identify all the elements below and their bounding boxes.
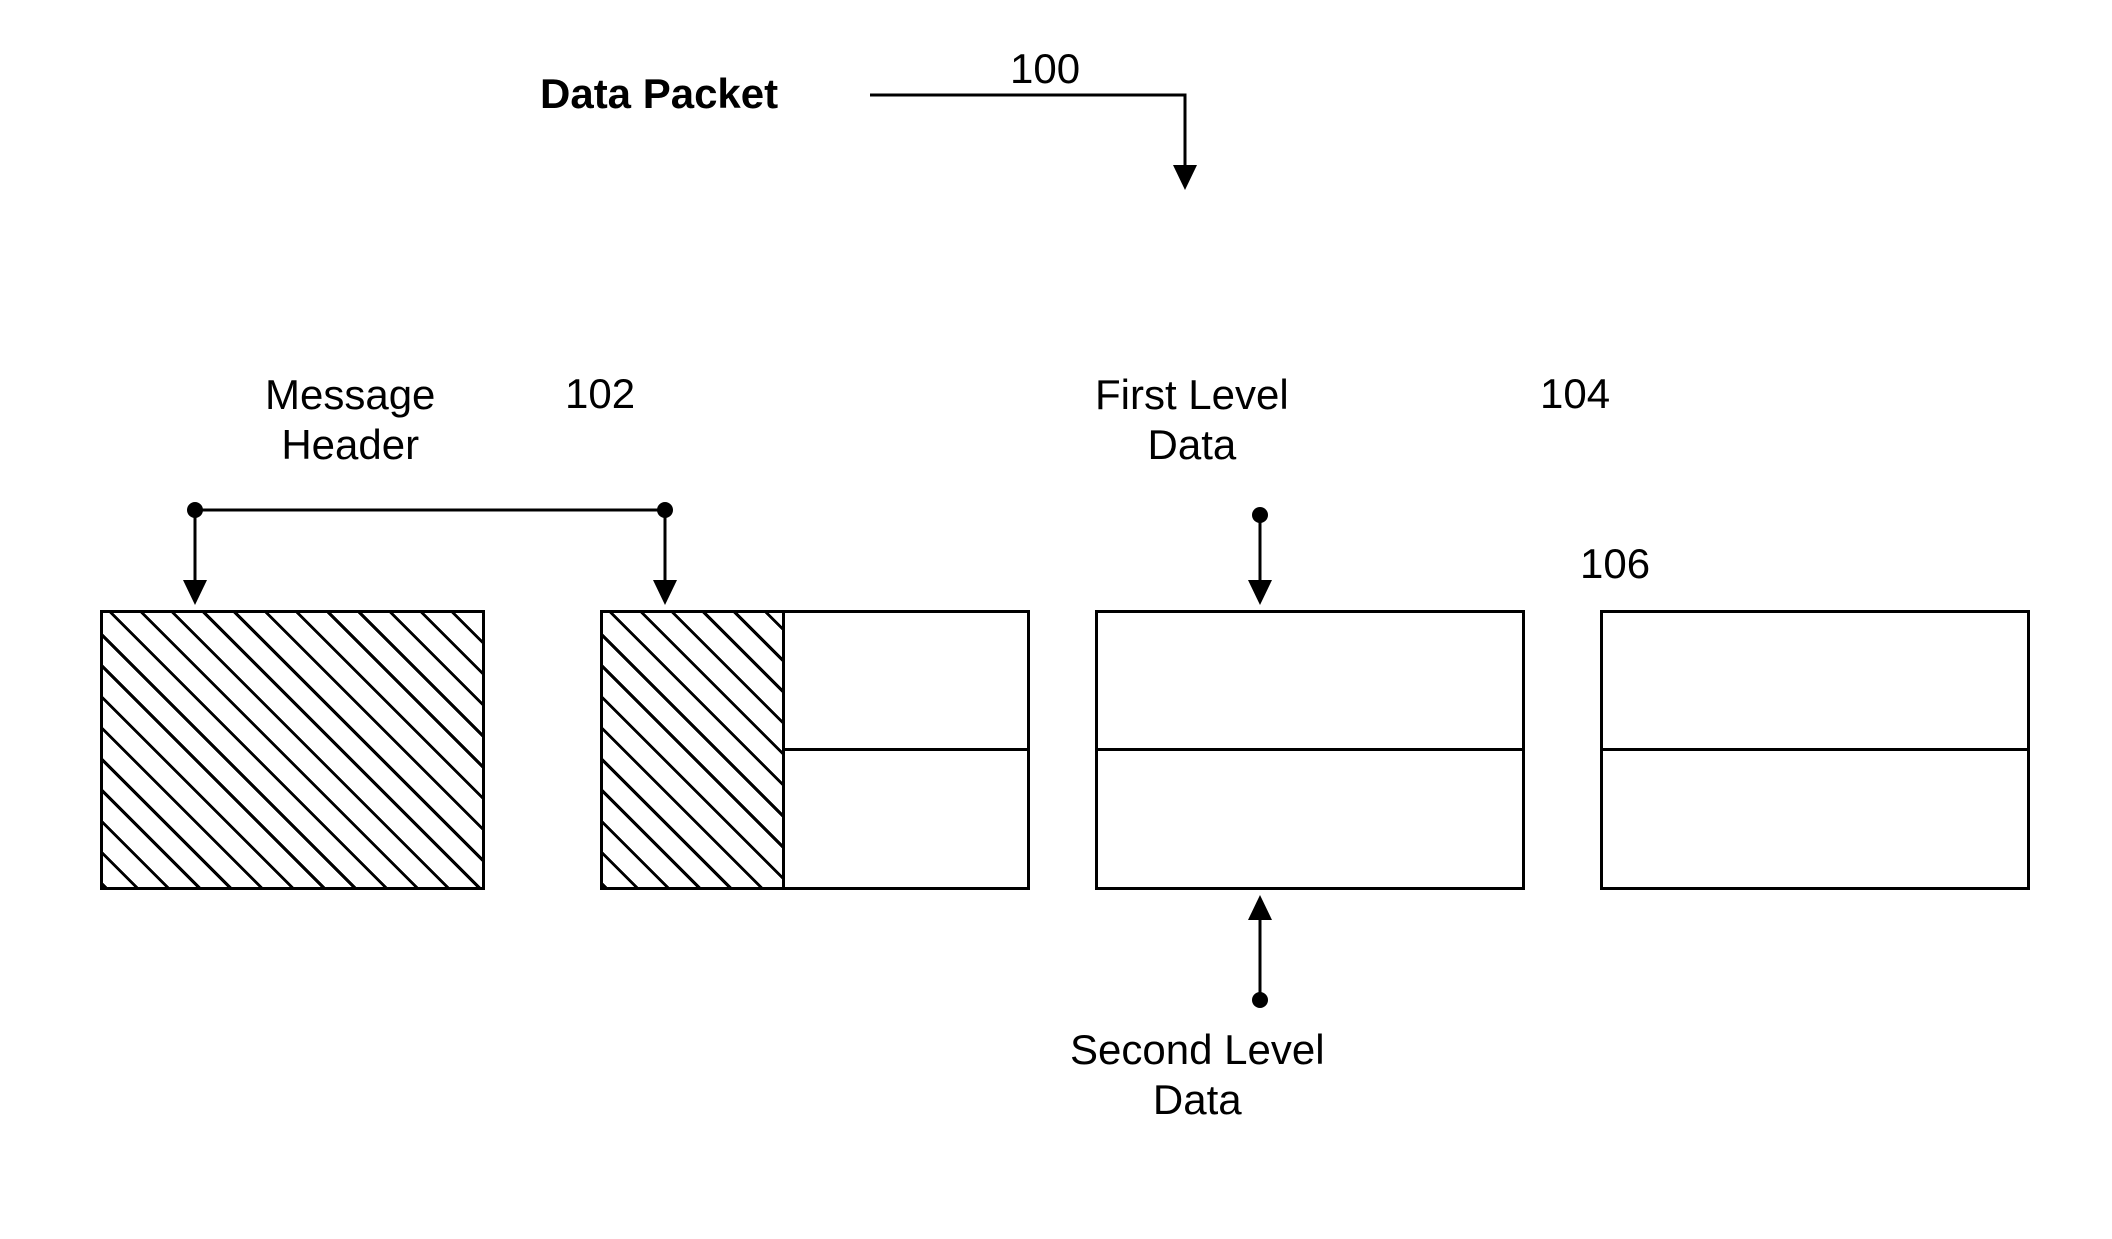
label-message-header-line2: Header — [281, 421, 419, 468]
label-first-level-line2: Data — [1148, 421, 1237, 468]
header-bracket-dot-left — [187, 502, 203, 518]
packet-box-2-divider — [785, 748, 1030, 751]
packet-box-4-divider — [1600, 748, 2030, 751]
second-level-arrow-head — [1248, 895, 1272, 920]
second-level-arrow-dot — [1252, 992, 1268, 1008]
label-first-level-line1: First Level — [1095, 371, 1289, 418]
packet-box-1-header — [100, 610, 485, 890]
label-message-header-line1: Message — [265, 371, 435, 418]
refnum-106: 106 — [1580, 540, 1650, 588]
label-second-level-line2: Data — [1153, 1076, 1242, 1123]
diagram-title: Data Packet — [540, 70, 778, 118]
first-level-arrow-dot — [1252, 507, 1268, 523]
label-first-level: First Level Data — [1095, 370, 1289, 471]
first-level-arrow-head — [1248, 580, 1272, 605]
packet-box-2-header — [600, 610, 785, 890]
header-arrowhead-left — [183, 580, 207, 605]
title-arrow-head — [1173, 165, 1197, 190]
packet-box-3-divider — [1095, 748, 1525, 751]
header-bracket-dot-right — [657, 502, 673, 518]
label-second-level: Second Level Data — [1070, 1025, 1325, 1126]
refnum-102: 102 — [565, 370, 635, 418]
refnum-104: 104 — [1540, 370, 1610, 418]
header-arrowhead-right — [653, 580, 677, 605]
label-second-level-line1: Second Level — [1070, 1026, 1325, 1073]
title-arrow-line — [870, 95, 1185, 175]
label-message-header: Message Header — [265, 370, 435, 471]
refnum-100: 100 — [1010, 45, 1080, 93]
